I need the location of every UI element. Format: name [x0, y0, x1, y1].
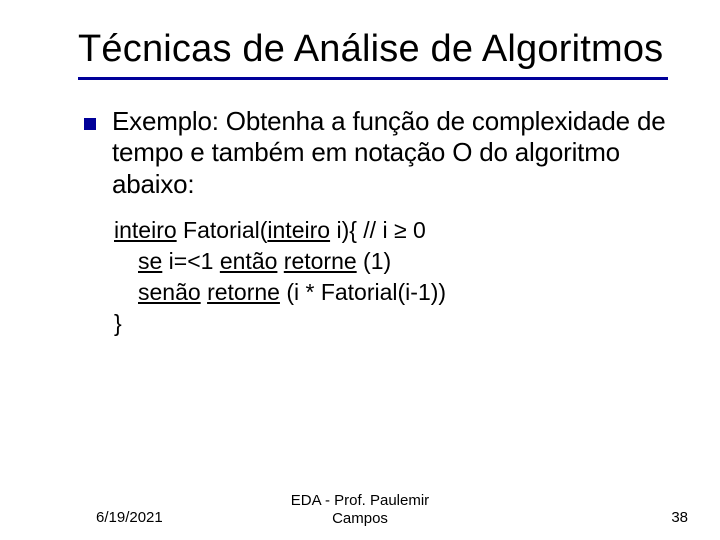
- code-line-2: se i=<1 então retorne (1): [114, 246, 672, 277]
- code-line-3: senão retorne (i * Fatorial(i-1)): [114, 277, 672, 308]
- code-text: 0: [407, 217, 426, 243]
- bullet-text: Exemplo: Obtenha a função de complexidad…: [112, 106, 672, 201]
- kw-senao: senão: [138, 279, 201, 305]
- code-line-1: inteiro Fatorial(inteiro i){ // i ≥ 0: [114, 215, 672, 246]
- slide-footer: 6/19/2021 EDA - Prof. Paulemir Campos 38: [0, 492, 720, 528]
- kw-se: se: [138, 248, 162, 274]
- square-bullet-icon: [84, 118, 96, 130]
- code-line-4: }: [114, 308, 672, 339]
- content-area: Exemplo: Obtenha a função de complexidad…: [78, 106, 672, 339]
- kw-inteiro: inteiro: [114, 217, 177, 243]
- footer-date: 6/19/2021: [96, 509, 163, 526]
- slide-title: Técnicas de Análise de Algoritmos: [78, 28, 672, 71]
- kw-retorne: retorne: [284, 248, 357, 274]
- code-text: Fatorial(: [177, 217, 268, 243]
- slide: Técnicas de Análise de Algoritmos Exempl…: [0, 0, 720, 540]
- code-text: i){ // i: [330, 217, 394, 243]
- title-block: Técnicas de Análise de Algoritmos: [78, 28, 672, 80]
- bullet-item: Exemplo: Obtenha a função de complexidad…: [78, 106, 672, 201]
- footer-line1: EDA - Prof. Paulemir: [0, 492, 720, 510]
- page-number: 38: [671, 509, 688, 526]
- code-text: (1): [357, 248, 392, 274]
- title-underline: [78, 77, 668, 80]
- geq-symbol: ≥: [394, 217, 407, 243]
- code-text: i=<1: [162, 248, 220, 274]
- kw-entao: então: [220, 248, 278, 274]
- code-block: inteiro Fatorial(inteiro i){ // i ≥ 0 se…: [114, 215, 672, 339]
- kw-inteiro: inteiro: [267, 217, 330, 243]
- code-text: (i * Fatorial(i-1)): [280, 279, 446, 305]
- kw-retorne: retorne: [207, 279, 280, 305]
